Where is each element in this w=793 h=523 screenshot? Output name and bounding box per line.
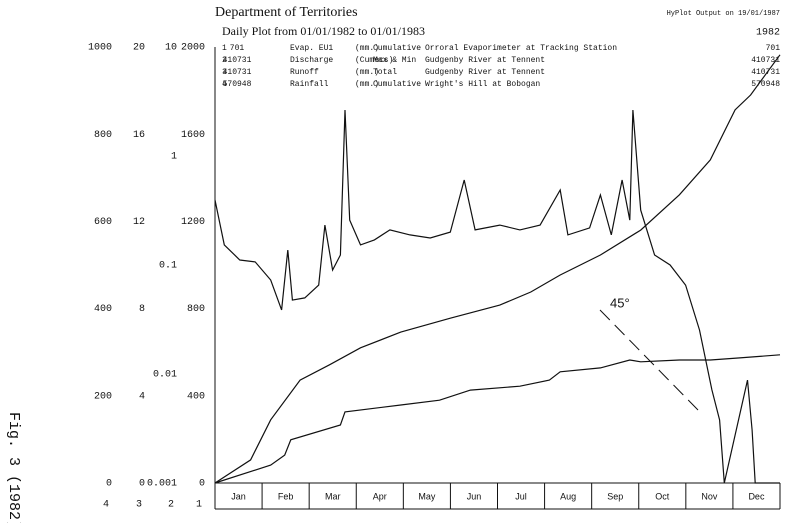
legend-cell: 4: [222, 80, 227, 89]
legend-cell: Orroral Evaporimeter at Tracking Station: [425, 44, 617, 53]
y-tick-label: 0.001: [147, 479, 177, 490]
legend-cell: (mm.): [355, 80, 379, 89]
chart-title: Department of Territories: [215, 5, 358, 20]
legend-cell: 410731: [223, 68, 252, 77]
x-tick-label: Sep: [607, 491, 623, 501]
y-tick-label: 600: [94, 217, 112, 228]
legend-cell: (mm.): [355, 44, 379, 53]
x-tick-label: Oct: [655, 491, 670, 501]
y-tick-label: 16: [133, 130, 145, 141]
axis-number: 1: [196, 500, 202, 511]
legend-cell: Gudgenby River at Tennent: [425, 68, 545, 77]
y-tick-label: 1000: [88, 43, 112, 54]
legend-cell: 570948: [223, 80, 252, 89]
y-tick-label: 1600: [181, 130, 205, 141]
y-tick-label: 0.1: [159, 261, 177, 272]
x-tick-label: Apr: [373, 491, 387, 501]
legend-cell: 410731: [223, 56, 252, 65]
year: 1982: [756, 28, 780, 39]
x-tick-label: Nov: [701, 491, 718, 501]
legend-cell: Gudgenby River at Tennent: [425, 56, 545, 65]
y-tick-label: 0: [199, 479, 205, 490]
legend-cell: 410731: [751, 68, 780, 77]
legend-cell: 701: [230, 44, 245, 53]
y-tick-label: 0.01: [153, 370, 177, 381]
x-tick-label: Mar: [325, 491, 341, 501]
x-tick-label: Aug: [560, 491, 576, 501]
chart-subtitle: Daily Plot from 01/01/1982 to 01/01/1983: [222, 24, 425, 38]
axis-number: 3: [136, 500, 142, 511]
legend-cell: Discharge: [290, 56, 333, 65]
annotation: 45°: [610, 295, 630, 310]
legend-cell: 1: [222, 44, 227, 53]
legend-cell: (Cumecs): [355, 56, 393, 65]
legend-cell: 410731: [751, 56, 780, 65]
x-tick-label: Jan: [231, 491, 246, 501]
output-note: HyPlot Output on 19/01/1987: [667, 10, 780, 18]
y-tick-label: 200: [94, 391, 112, 402]
x-tick-label: May: [418, 491, 436, 501]
legend-cell: Rainfall: [290, 80, 329, 89]
legend-cell: 570948: [751, 80, 780, 89]
legend-cell: (mm.): [355, 68, 379, 77]
legend-cell: 3: [222, 68, 227, 77]
data-line: [214, 109, 780, 484]
legend-cell: Runoff: [290, 68, 319, 77]
legend-cell: Wright's Hill at Bobogan: [425, 80, 540, 89]
y-tick-label: 1200: [181, 217, 205, 228]
y-tick-label: 800: [187, 304, 205, 315]
axis-number: 2: [168, 500, 174, 511]
legend-cell: 2: [222, 56, 227, 65]
axis-number: 4: [103, 500, 109, 511]
x-tick-label: Dec: [748, 491, 765, 501]
y-tick-label: 0: [106, 479, 112, 490]
y-tick-label: 0: [139, 479, 145, 490]
figure-label: Fig. 3 (1982): [5, 412, 22, 523]
y-tick-label: 400: [187, 391, 205, 402]
y-tick-label: 4: [139, 391, 145, 402]
legend-cell: Evap. EU1: [290, 44, 333, 53]
y-tick-label: 8: [139, 304, 145, 315]
y-tick-label: 1: [171, 152, 177, 163]
x-tick-label: Feb: [278, 491, 294, 501]
legend-cell: 701: [766, 44, 781, 53]
legend-cell: Total: [373, 68, 397, 77]
legend-cell: Cumulative: [373, 80, 421, 89]
data-line: [214, 54, 781, 484]
x-tick-label: Jul: [515, 491, 527, 501]
legend-cell: Cumulative: [373, 44, 421, 53]
y-tick-label: 12: [133, 217, 145, 228]
y-tick-label: 2000: [181, 43, 205, 54]
x-tick-label: Jun: [467, 491, 482, 501]
y-tick-label: 20: [133, 43, 145, 54]
data-line: [214, 354, 781, 484]
y-tick-label: 800: [94, 130, 112, 141]
y-tick-label: 10: [165, 43, 177, 54]
y-tick-label: 400: [94, 304, 112, 315]
legend-cell: Max & Min: [373, 56, 416, 65]
